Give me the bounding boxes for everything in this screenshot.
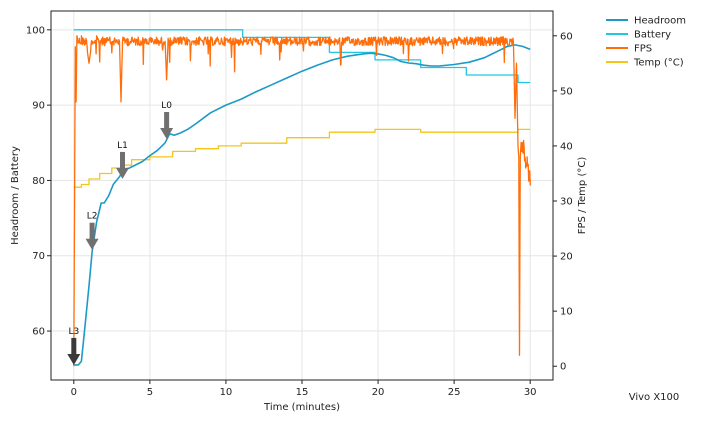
device-label: Vivo X100 [629, 392, 680, 403]
arrow-shaft [164, 112, 170, 131]
left-y-tick-label: 100 [26, 25, 45, 36]
legend-entry: Headroom [634, 16, 686, 27]
x-tick-label: 25 [448, 387, 461, 398]
legend: Headroom Battery FPS Temp (°C) [606, 16, 686, 69]
right-y-axis-ticks: 0 10 20 30 40 50 60 [553, 31, 573, 373]
legend-entry: Temp (°C) [633, 58, 684, 69]
annotation-label: L2 [87, 212, 98, 222]
left-y-tick-label: 90 [32, 101, 45, 112]
right-y-tick-label: 60 [560, 31, 573, 42]
right-y-tick-label: 50 [560, 86, 573, 97]
annotation-arrow-l1: L1 [115, 141, 129, 179]
x-tick-label: 20 [372, 387, 385, 398]
annotation-arrow-l0: L0 [160, 101, 174, 140]
right-y-tick-label: 40 [560, 141, 573, 152]
series-layer [73, 29, 531, 367]
x-axis-ticks: 0 5 10 15 20 25 30 [71, 380, 537, 398]
arrow-shaft [119, 151, 125, 170]
x-axis-title: Time (minutes) [263, 402, 340, 413]
annotation-label: L0 [161, 101, 172, 111]
annotation-arrow-l3: L3 [67, 327, 81, 365]
left-y-axis-title: Headroom / Battery [10, 146, 21, 245]
annotation-layer: L0 L1 L2 L3 [67, 101, 174, 365]
legend-entry: Battery [634, 30, 671, 41]
left-y-axis-ticks: 60 70 80 90 100 [26, 25, 51, 338]
x-tick-label: 15 [296, 387, 309, 398]
arrow-shaft [71, 337, 77, 356]
arrow-head [160, 128, 174, 140]
right-y-tick-label: 20 [560, 252, 573, 263]
annotation-label: L1 [117, 141, 128, 151]
arrow-shaft [89, 222, 95, 241]
annotation-arrow-l2: L2 [85, 212, 99, 250]
x-tick-label: 30 [524, 387, 537, 398]
left-y-tick-label: 80 [32, 176, 45, 187]
left-y-tick-label: 60 [32, 327, 45, 338]
grid-lines [51, 11, 553, 380]
arrow-head [85, 238, 99, 250]
right-y-tick-label: 0 [560, 362, 566, 373]
x-tick-label: 0 [71, 387, 77, 398]
arrow-head [115, 167, 129, 179]
series-line-temp-c [73, 128, 531, 188]
left-y-tick-label: 70 [32, 251, 45, 262]
legend-entry: FPS [634, 44, 652, 55]
right-y-axis-title: FPS / Temp (°C) [577, 157, 588, 235]
right-y-tick-label: 30 [560, 197, 573, 208]
arrow-head [67, 353, 81, 365]
x-tick-label: 5 [147, 387, 153, 398]
annotation-label: L3 [68, 327, 79, 337]
right-y-tick-label: 10 [560, 307, 573, 318]
series-line-fps [73, 35, 531, 367]
series-line-headroom [73, 44, 531, 366]
x-tick-label: 10 [220, 387, 233, 398]
